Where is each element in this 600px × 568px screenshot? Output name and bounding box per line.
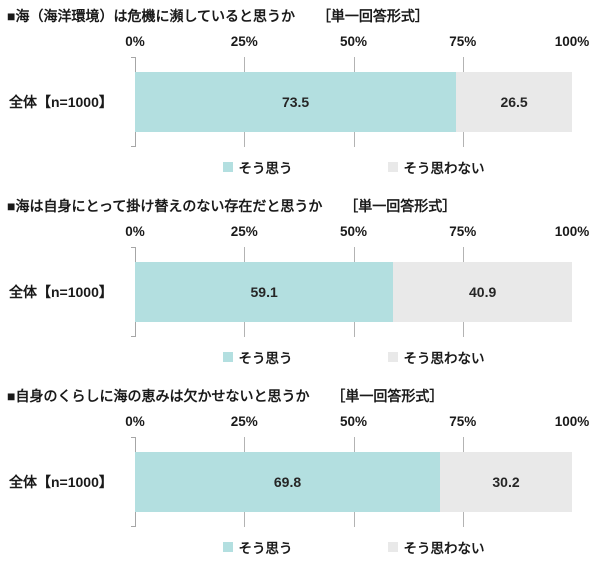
plot-area: 69.8 30.2 [131,437,572,527]
value-label-agree: 69.8 [273,474,302,490]
x-tick-label-25: 25% [230,224,258,239]
x-tick-label-75: 75% [449,224,477,239]
category-label: 全体【n=1000】 [9,474,113,490]
legend-item-disagree: そう思わない [387,347,485,367]
bar-segment-disagree: 40.9 [393,262,572,322]
chart-format-note: ［単一回答形式］ [331,388,444,404]
plot-area: 73.5 26.5 [131,57,572,147]
chart-title-text: ■自身のくらしに海の恵みは欠かせないと思うか [7,388,310,404]
x-tick-label-100: 100% [554,414,590,429]
chart-format-note: ［単一回答形式］ [344,198,457,214]
legend: そう思う そう思わない [135,537,572,557]
x-tick-label-0: 0% [125,34,145,49]
legend-swatch-agree-icon [222,542,233,552]
stacked-bar: 73.5 26.5 [135,72,572,132]
legend-label-agree: そう思う [238,161,293,176]
value-label-agree: 73.5 [281,94,310,110]
legend-swatch-disagree-icon [387,542,398,552]
chart-title: ■海は自身にとって掛け替えのない存在だと思うか ［単一回答形式］ [7,198,600,214]
survey-chart-blessings: ■自身のくらしに海の恵みは欠かせないと思うか ［単一回答形式］ 0% 25% 5… [0,380,600,568]
legend-swatch-disagree-icon [387,162,398,172]
x-axis-labels: 0% 25% 50% 75% 100% [125,414,589,430]
bar-segment-agree: 73.5 [135,72,457,132]
chart-title: ■海（海洋環境）は危機に瀕していると思うか ［単一回答形式］ [7,8,600,24]
legend-label-disagree: そう思わない [403,351,485,366]
x-tick-label-25: 25% [230,34,258,49]
chart-title-text: ■海（海洋環境）は危機に瀕していると思うか [7,8,296,24]
legend-label-agree: そう思う [238,351,293,366]
legend-label-disagree: そう思わない [403,541,485,556]
plot-row: 全体【n=1000】 59.1 40.9 [0,247,600,337]
legend-swatch-agree-icon [222,162,233,172]
legend-swatch-disagree-icon [387,352,398,362]
legend: そう思う そう思わない [135,347,572,367]
chart-title-text: ■海は自身にとって掛け替えのない存在だと思うか [7,198,323,214]
x-axis-labels: 0% 25% 50% 75% 100% [125,34,589,50]
survey-chart-irreplaceable: ■海は自身にとって掛け替えのない存在だと思うか ［単一回答形式］ 0% 25% … [0,190,600,380]
survey-chart-ocean-crisis: ■海（海洋環境）は危機に瀕していると思うか ［単一回答形式］ 0% 25% 50… [0,0,600,190]
x-tick-label-0: 0% [125,224,145,239]
legend-label-agree: そう思う [238,541,293,556]
x-tick-label-0: 0% [125,414,145,429]
chart-format-note: ［単一回答形式］ [316,8,429,24]
x-tick-label-50: 50% [339,414,368,429]
x-tick-label-75: 75% [449,414,477,429]
legend-item-agree: そう思う [222,537,293,557]
x-axis-labels: 0% 25% 50% 75% 100% [125,224,589,240]
legend-swatch-agree-icon [222,352,233,362]
stacked-bar: 59.1 40.9 [135,262,572,322]
bar-segment-agree: 59.1 [135,262,394,322]
value-label-disagree: 30.2 [492,474,520,490]
category-label: 全体【n=1000】 [9,94,113,110]
legend-label-disagree: そう思わない [403,161,485,176]
legend: そう思う そう思わない [135,157,572,177]
x-tick-label-50: 50% [339,224,368,239]
legend-item-disagree: そう思わない [387,157,485,177]
legend-item-disagree: そう思わない [387,537,485,557]
value-label-disagree: 40.9 [469,284,497,300]
x-tick-label-50: 50% [339,34,368,49]
plot-row: 全体【n=1000】 69.8 30.2 [0,437,600,527]
bar-segment-disagree: 30.2 [440,452,572,512]
x-tick-label-25: 25% [230,414,258,429]
plot-row: 全体【n=1000】 73.5 26.5 [0,57,600,147]
value-label-agree: 59.1 [250,284,278,300]
category-label: 全体【n=1000】 [9,284,113,300]
bar-segment-agree: 69.8 [135,452,441,512]
x-tick-label-100: 100% [554,224,590,239]
chart-title: ■自身のくらしに海の恵みは欠かせないと思うか ［単一回答形式］ [7,388,600,404]
plot-area: 59.1 40.9 [131,247,572,337]
x-tick-label-75: 75% [449,34,477,49]
bar-segment-disagree: 26.5 [456,72,572,132]
x-tick-label-100: 100% [554,34,590,49]
legend-item-agree: そう思う [222,347,293,367]
legend-item-agree: そう思う [222,157,293,177]
value-label-disagree: 26.5 [500,94,528,110]
stacked-bar: 69.8 30.2 [135,452,572,512]
